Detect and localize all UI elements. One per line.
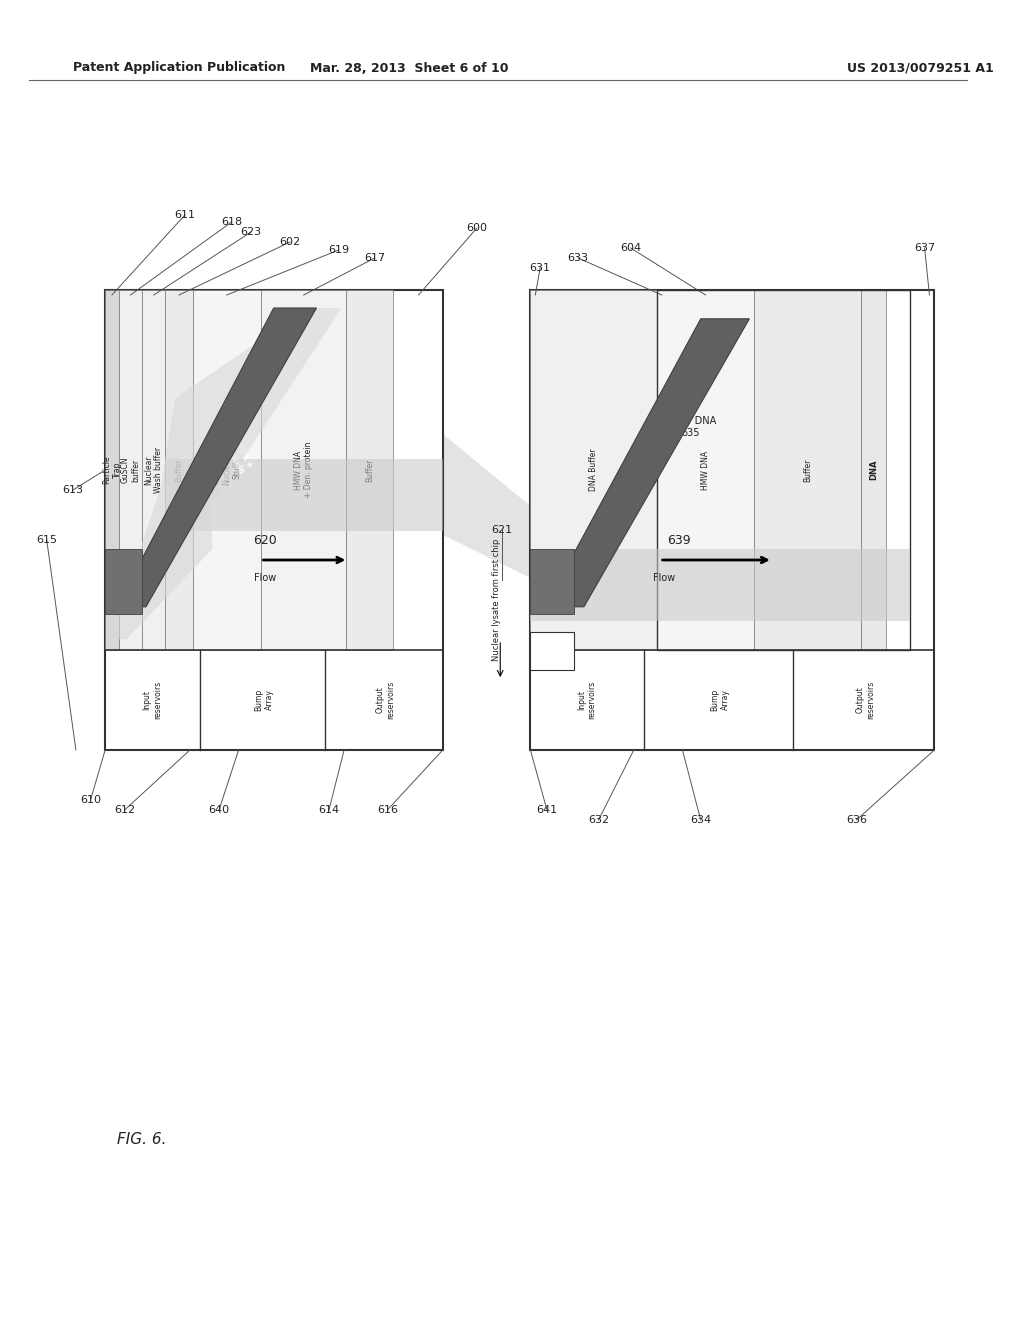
Text: 613: 613 — [62, 484, 84, 495]
Polygon shape — [110, 308, 342, 639]
Text: 604: 604 — [621, 243, 641, 253]
Text: Bump
Array: Bump Array — [254, 689, 273, 711]
Text: 619: 619 — [328, 246, 349, 255]
Text: Output
reservoirs: Output reservoirs — [376, 681, 395, 719]
Text: 602: 602 — [280, 238, 301, 247]
Bar — [530, 290, 934, 750]
Text: 641: 641 — [537, 805, 557, 814]
Text: Particle
Trap: Particle Trap — [102, 455, 122, 484]
Bar — [261, 290, 346, 649]
Text: 636: 636 — [846, 814, 867, 825]
Text: 640: 640 — [209, 805, 229, 814]
Text: 610: 610 — [80, 795, 101, 805]
Text: GuSCN
buffer: GuSCN buffer — [121, 457, 140, 483]
Text: 612: 612 — [114, 805, 135, 814]
Text: Flow: Flow — [254, 573, 276, 583]
Text: HMW DNA: HMW DNA — [701, 450, 710, 490]
Text: Patent Application Publication: Patent Application Publication — [73, 62, 286, 74]
Text: 623: 623 — [241, 227, 262, 238]
Bar — [530, 549, 574, 614]
Text: Unlysed
Nuclear
Stuff: Unlysed Nuclear Stuff — [212, 454, 242, 486]
Text: Nuclear
Wash buffer: Nuclear Wash buffer — [144, 447, 164, 494]
Text: Buffer: Buffer — [803, 458, 812, 482]
Bar — [193, 290, 261, 649]
Bar — [657, 290, 910, 649]
Bar — [346, 290, 393, 649]
Text: 614: 614 — [318, 805, 340, 814]
Bar — [861, 290, 886, 649]
Text: Buffer: Buffer — [174, 458, 183, 482]
Bar — [755, 290, 861, 649]
Bar — [530, 549, 910, 622]
Text: Nuclear lysate from first chip: Nuclear lysate from first chip — [492, 539, 501, 661]
Text: DNA: DNA — [869, 459, 878, 480]
Bar — [166, 290, 193, 649]
Text: 618: 618 — [221, 216, 243, 227]
Text: 616: 616 — [377, 805, 398, 814]
Bar — [530, 290, 657, 649]
Text: 633: 633 — [567, 253, 589, 263]
Bar — [105, 549, 142, 614]
Bar — [105, 290, 119, 649]
Text: 621: 621 — [492, 525, 513, 535]
Text: HMW DNA
635: HMW DNA 635 — [666, 416, 716, 438]
Text: 637: 637 — [914, 243, 935, 253]
Bar — [119, 290, 142, 649]
Text: DNA +
Protein: DNA + Protein — [223, 438, 255, 477]
Text: 617: 617 — [365, 253, 385, 263]
Text: Bump
Array: Bump Array — [711, 689, 730, 711]
Bar — [142, 290, 166, 649]
Text: 631: 631 — [529, 263, 551, 273]
Text: Input
reservoirs: Input reservoirs — [578, 681, 597, 719]
Text: 632: 632 — [588, 814, 609, 825]
Text: 600: 600 — [466, 223, 487, 234]
Polygon shape — [545, 319, 750, 607]
Text: 615: 615 — [36, 535, 57, 545]
Polygon shape — [442, 434, 530, 578]
Text: FIG. 6.: FIG. 6. — [117, 1133, 166, 1147]
Text: Flow: Flow — [653, 573, 676, 583]
Text: HMW DNA
+ Den. protein: HMW DNA + Den. protein — [294, 442, 313, 498]
Bar — [105, 290, 442, 750]
Text: 611: 611 — [174, 210, 196, 220]
Text: Output
reservoirs: Output reservoirs — [856, 681, 876, 719]
Text: US 2013/0079251 A1: US 2013/0079251 A1 — [847, 62, 993, 74]
Text: Buffer: Buffer — [366, 458, 375, 482]
Text: 639: 639 — [668, 533, 691, 546]
Text: DNA Buffer: DNA Buffer — [589, 449, 598, 491]
Bar — [530, 632, 574, 671]
Text: Mar. 28, 2013  Sheet 6 of 10: Mar. 28, 2013 Sheet 6 of 10 — [309, 62, 508, 74]
Text: Input
reservoirs: Input reservoirs — [142, 681, 162, 719]
Bar — [166, 459, 442, 531]
Polygon shape — [117, 308, 316, 607]
Text: 620: 620 — [254, 533, 278, 546]
Bar — [657, 290, 755, 649]
Text: 634: 634 — [690, 814, 712, 825]
